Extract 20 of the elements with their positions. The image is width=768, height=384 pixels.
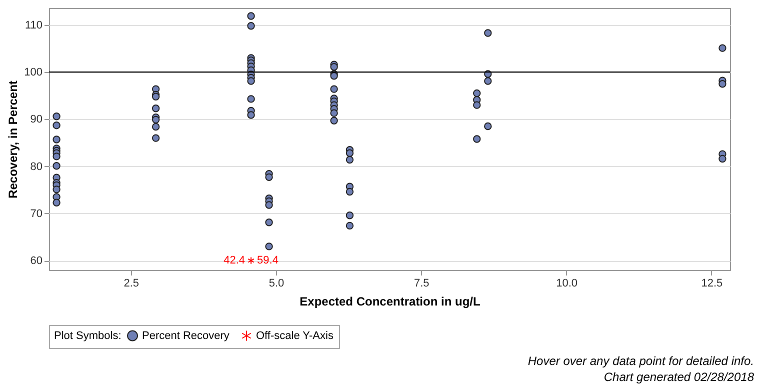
annotation: 59.4 [257,254,278,267]
y-tick-label: 70 [30,208,42,220]
text: Hover over any data point for detailed info. [526,353,754,369]
x-tick-label: 5.0 [268,278,284,290]
x-tick-label: 7.5 [414,278,430,290]
y-tick-label: 100 [24,66,42,79]
text: Chart generated 02/28/2018 [602,369,754,384]
x-tick-label: 2.5 [124,278,140,290]
legend-label: Off-scale Y-Axis [256,330,334,342]
y-axis-title: Recovery, in Percent [6,80,20,198]
x-tick-label: 12.5 [701,278,723,290]
y-tick-label: 60 [30,255,42,268]
y-tick-label: 80 [30,160,42,173]
legend-title: Plot Symbols: [54,330,122,342]
y-tick-label: 90 [30,114,42,126]
annotation: 42.4 [224,254,246,267]
y-tick-label: 110 [24,19,42,32]
x-axis-title: Expected Concentration in ug/L [300,294,480,308]
x-tick-label: 10.0 [556,278,578,290]
legend-label: Percent Recovery [142,330,230,342]
